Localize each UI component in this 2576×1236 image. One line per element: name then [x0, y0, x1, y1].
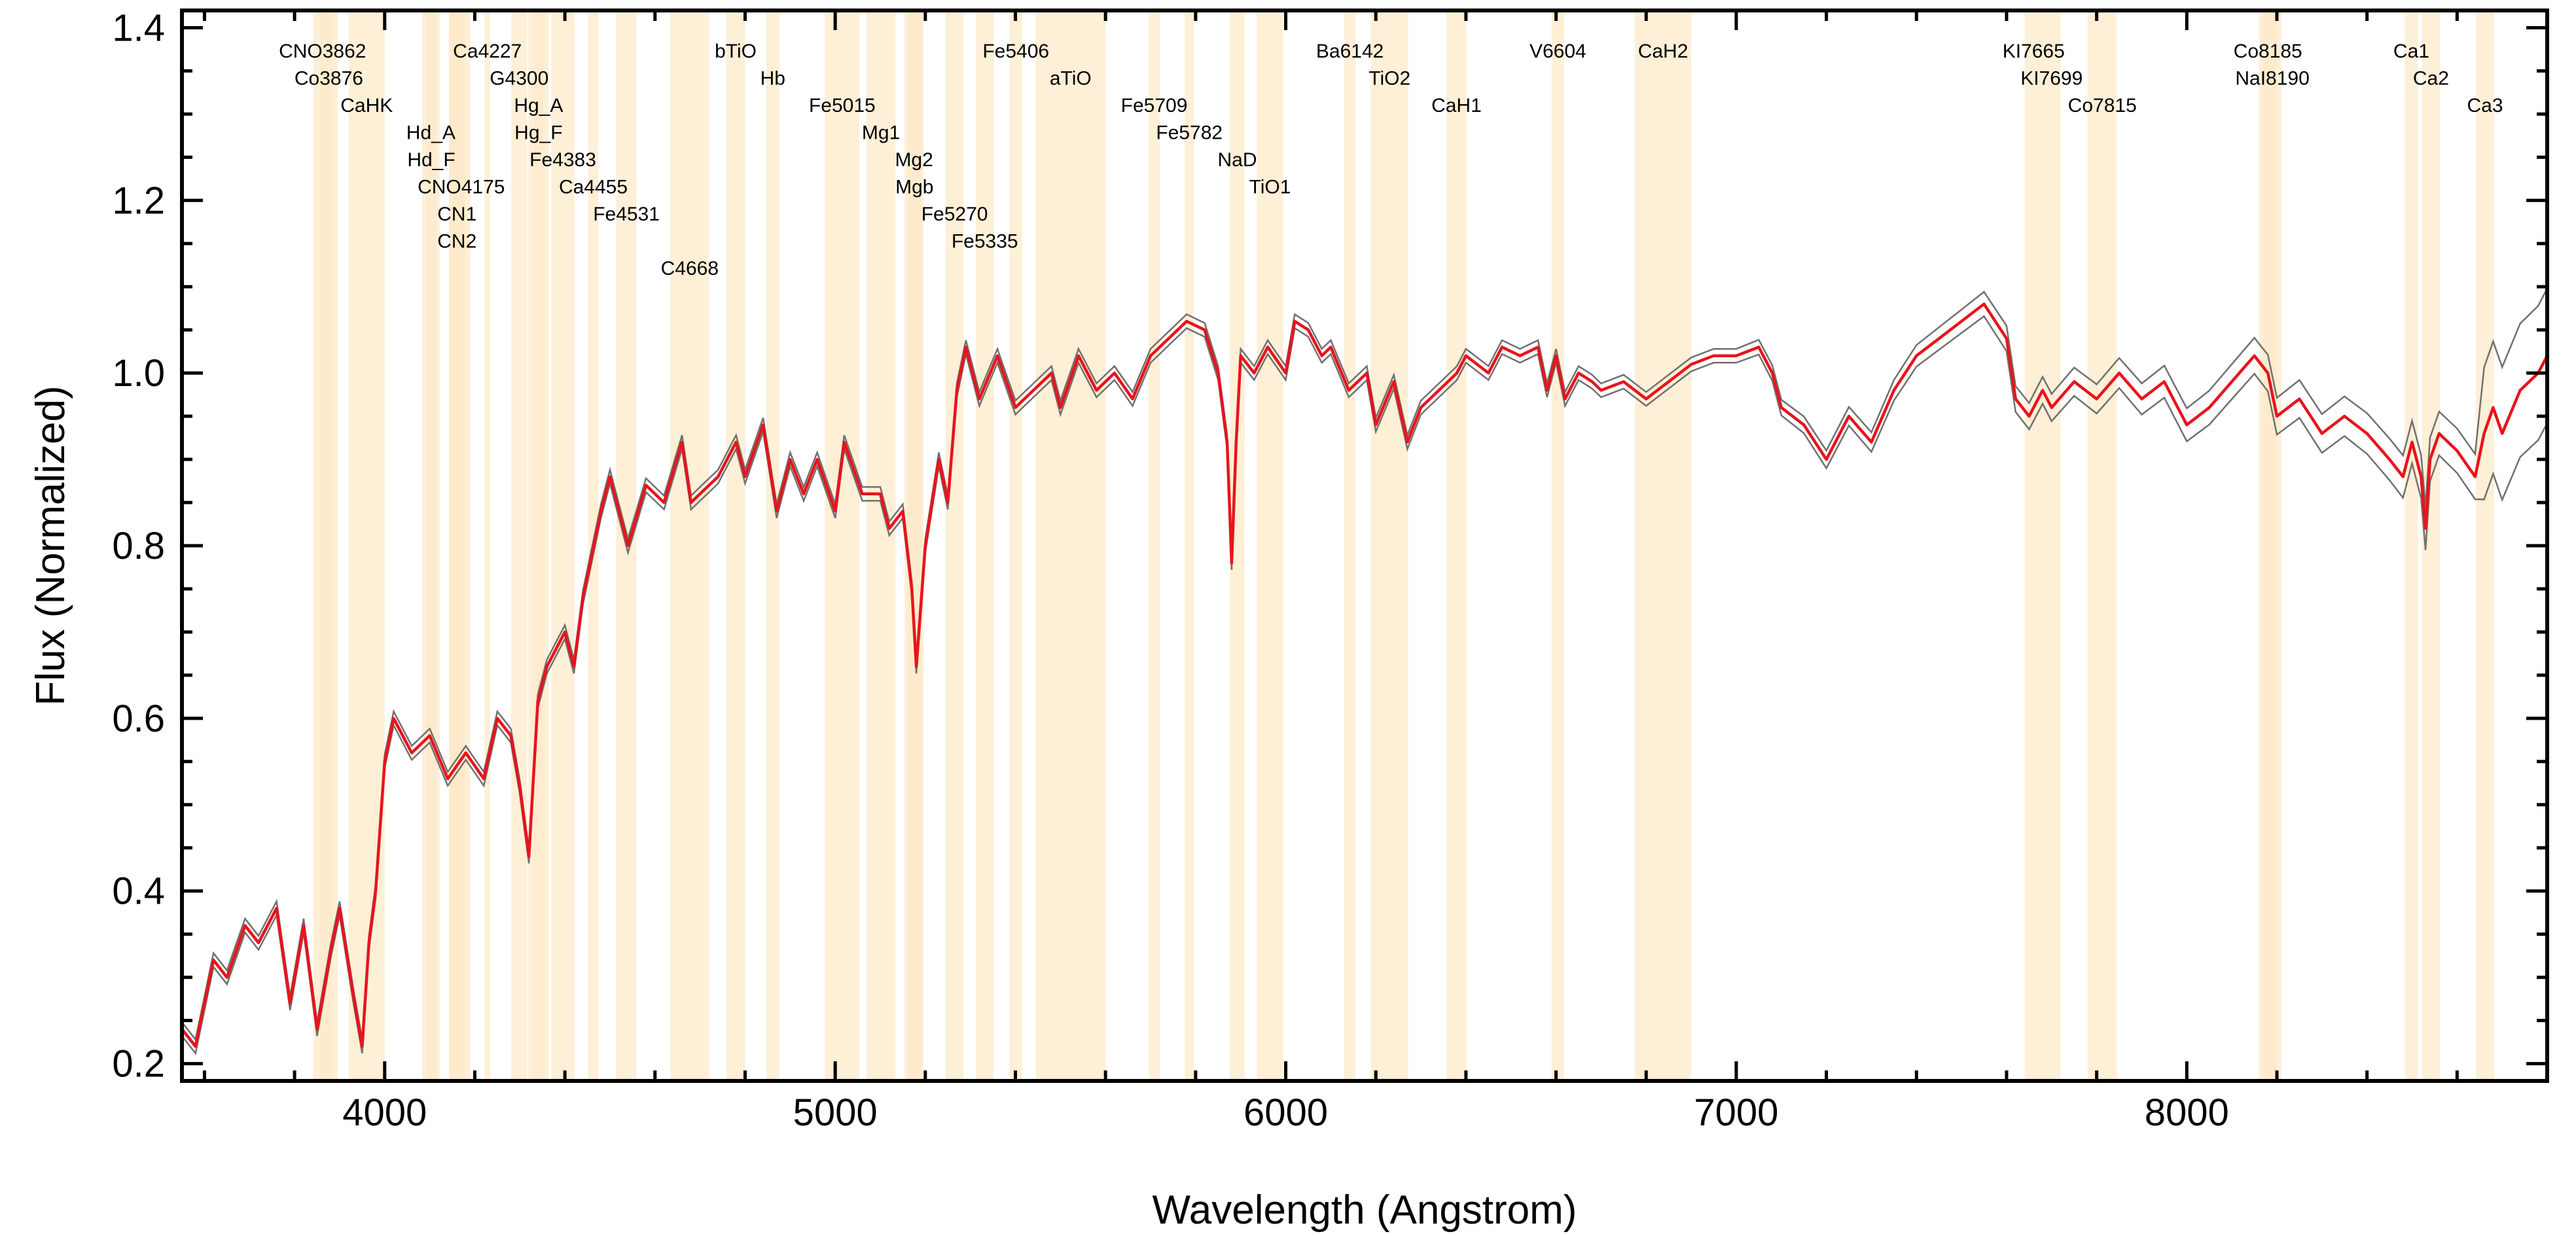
band-ki7665	[2024, 10, 2043, 1081]
axis-ticks: 4000 5000 6000 7000 8000 0.2 0.4 0.6 0.8 1.0 1.2 1.…	[112, 7, 2549, 1134]
band-label-fe4531: Fe4531	[593, 203, 660, 225]
band-cah2	[1635, 10, 1692, 1081]
absorption-bands	[313, 10, 2494, 1081]
band-co3876	[319, 10, 338, 1081]
y-tick-label: 0.4	[112, 870, 165, 913]
band-fe5782	[1185, 10, 1194, 1081]
band-nad	[1230, 10, 1245, 1081]
band-label-ca2: Ca2	[2413, 68, 2449, 90]
band-ca4227	[484, 10, 490, 1081]
band-atio	[1035, 10, 1106, 1081]
band-label-fe4383: Fe4383	[529, 149, 596, 171]
band-label-cahk: CaHK	[340, 95, 393, 116]
band-cahk	[348, 10, 385, 1081]
x-tick-label: 8000	[2145, 1091, 2229, 1134]
band-label-ba6142: Ba6142	[1316, 41, 1384, 62]
band-label-hd_f: Hd_F	[407, 149, 455, 171]
band-label-ca4455: Ca4455	[559, 177, 628, 198]
band-label-nai8190: NaI8190	[2235, 68, 2309, 90]
band-label-ca1: Ca1	[2393, 41, 2429, 62]
band-label-fe5270: Fe5270	[921, 203, 988, 225]
band-tio1	[1257, 10, 1283, 1081]
band-ca3	[2476, 10, 2494, 1081]
band-v6604	[1551, 10, 1564, 1081]
band-label-hd_a: Hd_A	[406, 122, 456, 144]
band-label-hb: Hb	[760, 68, 785, 90]
band-tio2	[1370, 10, 1408, 1081]
band-label-fe5709: Fe5709	[1121, 95, 1188, 116]
y-tick-label: 1.0	[112, 352, 165, 395]
band-fe5709	[1149, 10, 1160, 1081]
band-label-co3876: Co3876	[295, 68, 363, 90]
band-label-co8185: Co8185	[2234, 41, 2302, 62]
band-label-ki7665: KI7665	[2003, 41, 2065, 62]
band-label-tio1: TiO1	[1249, 177, 1291, 198]
band-hd_f	[426, 10, 437, 1081]
y-tick-label: 0.6	[112, 697, 165, 740]
band-btio	[726, 10, 745, 1081]
band-hb	[766, 10, 779, 1081]
band-cah1	[1446, 10, 1467, 1081]
band-label-tio2: TiO2	[1368, 68, 1410, 90]
band-label-hg_f: Hg_F	[514, 122, 562, 144]
band-label-btio: bTiO	[715, 41, 757, 62]
band-hg_f	[533, 10, 544, 1081]
x-axis-title: Wavelength (Angstrom)	[1153, 1188, 1577, 1233]
band-label-nad: NaD	[1218, 149, 1257, 171]
band-label-mg2: Mg2	[895, 149, 933, 171]
x-tick-label: 4000	[342, 1091, 427, 1134]
band-label-mgb: Mgb	[895, 177, 933, 198]
band-label-v6604: V6604	[1530, 41, 1586, 62]
band-fe5406	[1009, 10, 1022, 1081]
band-label-fe5015: Fe5015	[809, 95, 876, 116]
band-label-hg_a: Hg_A	[514, 95, 563, 116]
spectrum-series	[181, 302, 2549, 1048]
band-fe5335	[975, 10, 994, 1081]
band-nai8190	[2263, 10, 2281, 1081]
band-label-fe5335: Fe5335	[952, 231, 1018, 253]
band-co7815	[2087, 10, 2117, 1081]
band-label-mg1: Mg1	[862, 122, 900, 144]
band-label-ki7699: KI7699	[2020, 68, 2083, 90]
y-tick-label: 0.8	[112, 525, 165, 567]
x-tick-label: 5000	[793, 1091, 878, 1134]
band-label-fe5406: Fe5406	[982, 41, 1049, 62]
band-cn2	[449, 10, 465, 1081]
band-label-cah1: CaH1	[1431, 95, 1482, 116]
band-c4668	[670, 10, 709, 1081]
band-label-ca3: Ca3	[2467, 95, 2503, 116]
band-label-fe5782: Fe5782	[1156, 122, 1223, 144]
y-tick-label: 0.2	[112, 1043, 165, 1086]
band-label-cn1: CN1	[437, 203, 476, 225]
band-label-ca4227: Ca4227	[453, 41, 522, 62]
band-mg1	[866, 10, 896, 1081]
band-label-cno4175: CNO4175	[418, 177, 505, 198]
band-ca1	[2405, 10, 2418, 1081]
x-tick-label: 7000	[1694, 1091, 1778, 1134]
band-mgb	[907, 10, 922, 1081]
band-label-cah2: CaH2	[1638, 41, 1689, 62]
band-labels: CNO3862 Co3876 CaHK Hd_A Hd_F CNO4175 CN1 CN2 Ca…	[279, 41, 2503, 279]
band-label-g4300: G4300	[490, 68, 548, 90]
band-label-cno3862: CNO3862	[279, 41, 366, 62]
band-ki7699	[2043, 10, 2061, 1081]
band-label-atio: aTiO	[1050, 68, 1092, 90]
y-tick-label: 1.4	[112, 7, 165, 49]
band-fe4383	[551, 10, 575, 1081]
y-axis-title: Flux (Normalized)	[28, 385, 73, 705]
band-label-cn2: CN2	[437, 231, 476, 253]
band-fe5015	[825, 10, 860, 1081]
band-label-co7815: Co7815	[2068, 95, 2137, 116]
y-tick-label: 1.2	[112, 179, 165, 222]
spectrum-line	[181, 302, 2549, 1048]
band-label-c4668: C4668	[661, 258, 719, 279]
band-g4300	[511, 10, 528, 1081]
x-tick-label: 6000	[1243, 1091, 1328, 1134]
band-fe5270	[945, 10, 964, 1081]
band-ba6142	[1344, 10, 1356, 1081]
